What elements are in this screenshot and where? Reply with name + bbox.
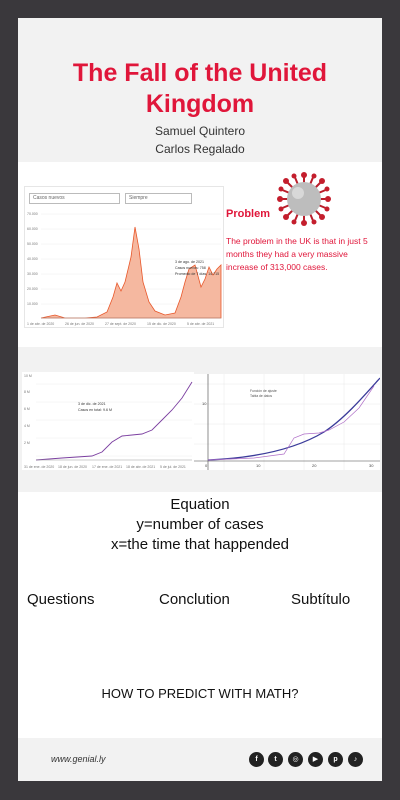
tooltip-date: 3 de dic. de 2021 [78,402,106,406]
subtitle-link[interactable]: Subtítulo [291,591,351,608]
conclusion-link[interactable]: Conclution [159,591,230,608]
cumulative-cases-chart-image: 10 M 8 M 6 M 4 M 2 M 31 de ene. de 2020 … [22,372,194,470]
y-tick: 10 [202,401,207,406]
footer: www.genial.ly f t ◎ ▶ p ♪ [18,738,382,781]
y-tick: 10.000 [27,302,38,306]
problem-section: Casos nuevos Siempre 70.000 60.000 50.00… [18,162,382,347]
problem-description: The problem in the UK is that in just 5 … [226,236,368,272]
youtube-icon[interactable]: ▶ [308,752,323,767]
equation-title: Equation [170,496,230,513]
genially-page: The Fall of the United Kingdom Samuel Qu… [18,18,382,781]
genially-link[interactable]: www.genial.ly [51,754,106,764]
pinterest-icon[interactable]: p [328,752,343,767]
author-1: Samuel Quintero [154,124,246,138]
equation-x-definition: x=the time that happended [110,536,290,553]
facebook-icon[interactable]: f [249,752,264,767]
author-2: Carlos Regalado [155,142,245,156]
x-tick: 0 [205,463,208,468]
y-tick: 4 M [24,424,30,428]
fit-function-chart-image: 0 10 20 30 10 Función de ajuste Tabla de… [194,374,381,470]
tooltip-date: 3 de ago. de 2021 [175,260,204,264]
y-tick: 20.000 [27,287,38,291]
legend-data: Tabla de datos [250,394,272,398]
tiktok-icon[interactable]: ♪ [348,752,363,767]
x-tick: 26 de jun. de 2020 [65,322,94,326]
tooltip-line: Promedio de 7 días: 14.715 [175,272,219,276]
x-tick: 15 de dic. de 2020 [147,322,176,326]
y-tick: 70.000 [27,212,38,216]
x-tick: 18 de abr. de 2021 [126,465,155,469]
questions-link[interactable]: Questions [27,591,95,608]
fit-function-graph: 0 10 20 30 10 Función de ajuste Tabla de… [194,374,381,470]
y-tick: 40.000 [27,257,38,261]
x-tick: 31 de ene. de 2020 [24,465,54,469]
page-title: The Fall of the United Kingdom [72,59,328,118]
x-tick: 17 de ene. de 2021 [92,465,122,469]
twitter-icon[interactable]: t [268,752,283,767]
problem-heading: Problem [226,208,271,220]
x-tick: 5 de jul. de 2021 [160,465,186,469]
cumulative-cases-line-chart: 10 M 8 M 6 M 4 M 2 M 31 de ene. de 2020 … [24,374,193,469]
metric-dropdown: Casos nuevos [29,193,120,204]
x-tick: 18 de jun. de 2020 [58,465,87,469]
y-tick: 50.000 [27,242,38,246]
x-tick: 5 de abr. de 2021 [187,322,214,326]
header: The Fall of the United Kingdom Samuel Qu… [18,18,382,162]
tooltip-line: Casos en total: 9.6 M [78,408,112,412]
x-tick: 1 de abr. de 2020 [27,322,54,326]
instagram-icon[interactable]: ◎ [288,752,303,767]
y-tick: 30.000 [27,272,38,276]
x-tick: 30 [369,463,374,468]
tooltip-line: Casos nuevos: 758 [175,266,206,270]
new-cases-chart-image: Casos nuevos Siempre 70.000 60.000 50.00… [24,186,224,328]
equation-y-definition: y=number of cases [136,516,264,533]
y-tick: 8 M [24,390,30,394]
main-question: HOW TO PREDICT WITH MATH? [101,686,299,701]
y-tick: 6 M [24,407,30,411]
graphs-section: 10 M 8 M 6 M 4 M 2 M 31 de ene. de 2020 … [18,347,382,492]
period-dropdown: Siempre [125,193,192,204]
x-tick: 10 [256,463,261,468]
x-tick: 27 de sept. de 2020 [105,322,136,326]
new-cases-area-chart: 70.000 60.000 50.000 40.000 30.000 20.00… [27,212,222,326]
y-tick: 2 M [24,441,30,445]
y-tick: 60.000 [27,227,38,231]
y-tick: 10 M [24,374,32,378]
virus-icon [277,172,331,226]
legend-fit: Función de ajuste [250,389,277,393]
x-tick: 20 [312,463,317,468]
